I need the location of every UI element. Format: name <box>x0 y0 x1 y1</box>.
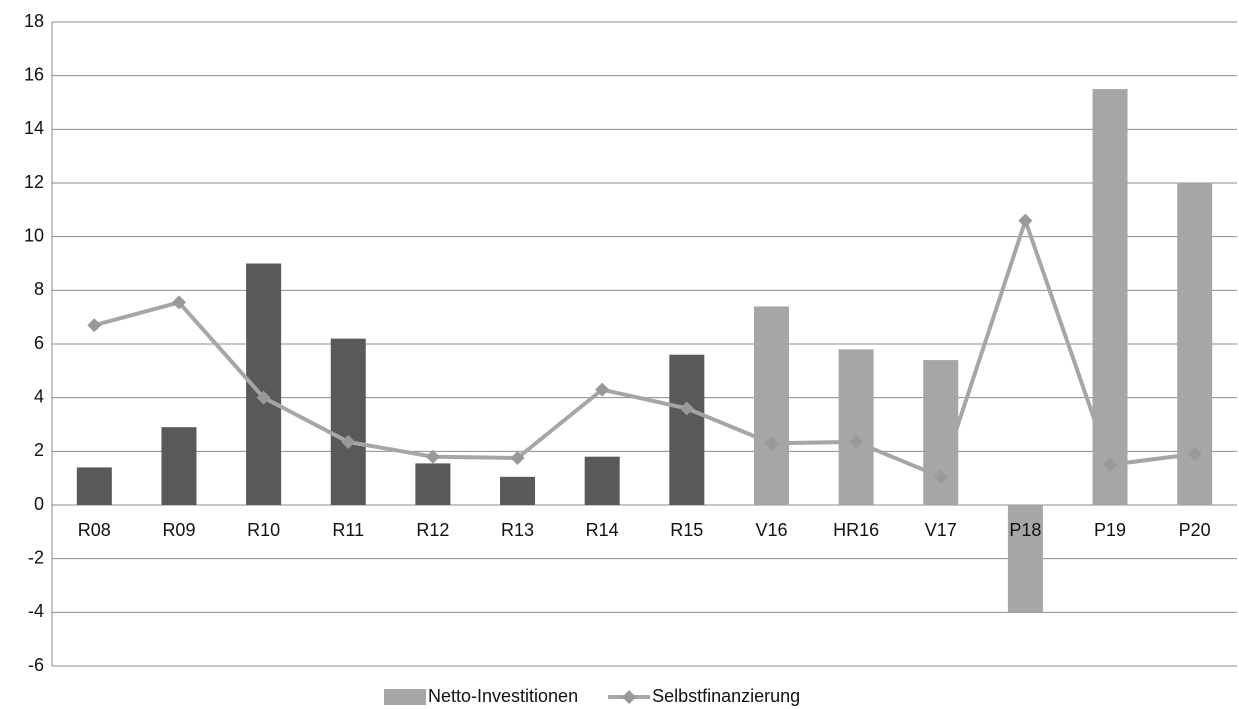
marker <box>1103 457 1118 472</box>
y-tick-label: 2 <box>34 440 44 460</box>
legend-label: Selbstfinanzierung <box>652 686 800 706</box>
marker <box>171 295 186 310</box>
x-tick-label: R09 <box>162 520 195 540</box>
y-tick-label: -6 <box>28 655 44 675</box>
legend-swatch <box>384 689 426 705</box>
line <box>93 214 1195 480</box>
bar <box>753 306 789 505</box>
y-tick-label: 16 <box>24 64 44 84</box>
bar <box>584 456 620 505</box>
marker <box>679 401 694 416</box>
marker <box>1187 447 1202 462</box>
bar <box>838 349 874 505</box>
x-tick-label: V16 <box>755 520 787 540</box>
x-tick-label: R11 <box>332 520 364 540</box>
bar <box>1007 505 1043 613</box>
legend-marker <box>622 690 637 704</box>
bar <box>76 467 112 505</box>
x-tick-label: R10 <box>247 520 280 540</box>
marker <box>341 434 356 449</box>
marker <box>595 382 610 397</box>
x-tick-label: P20 <box>1179 520 1211 540</box>
y-tick-label: -2 <box>28 547 44 567</box>
x-tick-label: R12 <box>416 520 449 540</box>
x-tick-label: R14 <box>586 520 619 540</box>
x-tick-label: R08 <box>78 520 111 540</box>
marker <box>849 434 864 449</box>
x-tick-label: R13 <box>501 520 534 540</box>
y-tick-label: 6 <box>34 333 44 353</box>
y-tick-label: 12 <box>24 172 44 192</box>
marker <box>510 451 525 466</box>
marker <box>425 449 440 464</box>
y-tick-label: 8 <box>34 279 44 299</box>
y-tick-label: 0 <box>34 494 44 514</box>
bar <box>330 338 366 505</box>
x-tick-label: R15 <box>670 520 703 540</box>
marker <box>87 318 102 333</box>
x-tick-label: P19 <box>1094 520 1126 540</box>
bar <box>161 427 197 505</box>
x-tick-label: P18 <box>1009 520 1041 540</box>
x-tick-label: HR16 <box>833 520 879 540</box>
y-tick-label: 10 <box>24 225 44 245</box>
bar <box>1092 89 1128 505</box>
marker <box>764 436 779 451</box>
legend-label: Netto-Investitionen <box>428 686 578 706</box>
marker <box>1018 213 1033 228</box>
y-tick-label: 18 <box>24 11 44 31</box>
bar <box>669 354 705 505</box>
bar <box>415 463 451 505</box>
y-tick-label: 14 <box>24 118 44 138</box>
marker <box>933 469 948 484</box>
y-tick-label: 4 <box>34 386 44 406</box>
y-tick-label: -4 <box>28 601 44 621</box>
x-tick-label: V17 <box>925 520 957 540</box>
marker <box>256 390 271 405</box>
bar <box>500 476 536 505</box>
